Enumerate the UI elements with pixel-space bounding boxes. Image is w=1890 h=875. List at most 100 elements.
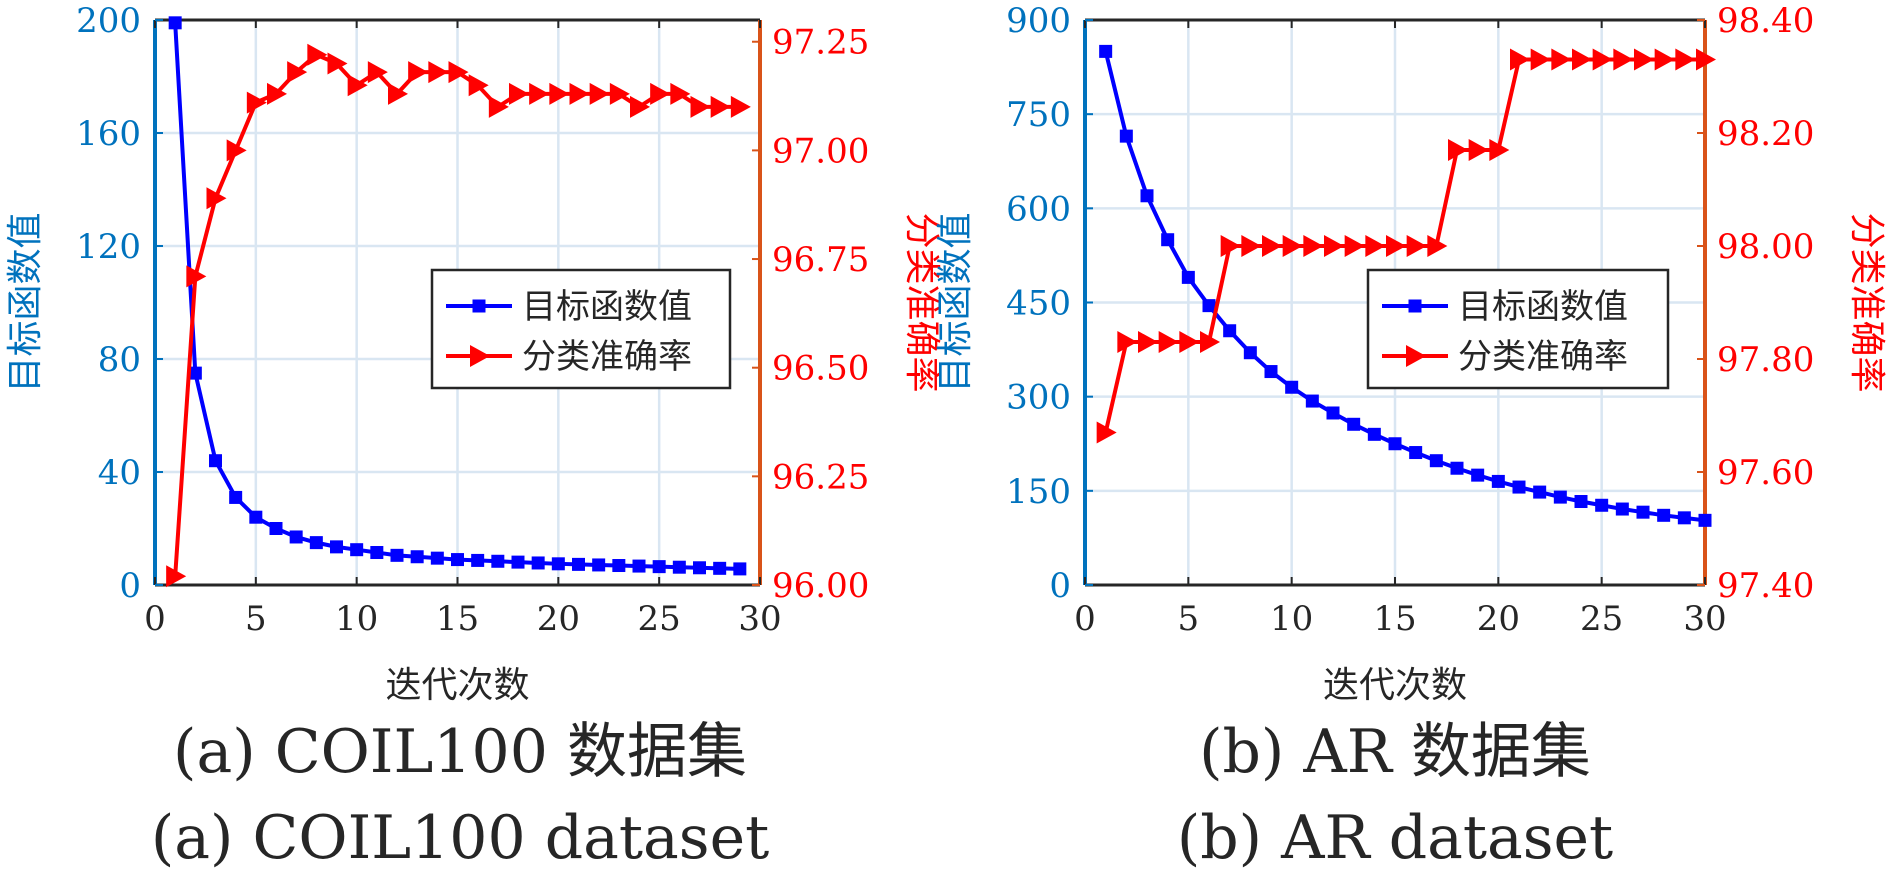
data-point-accuracy <box>408 61 429 84</box>
data-point-objective <box>652 560 666 574</box>
data-point-accuracy <box>1158 331 1179 354</box>
legend-box <box>430 268 732 390</box>
data-point-accuracy <box>1468 138 1489 161</box>
data-point-objective <box>330 540 343 554</box>
x-tick-label: 20 <box>1477 599 1520 639</box>
data-point-accuracy <box>1530 48 1551 71</box>
data-point-objective <box>1264 365 1278 379</box>
legend-label: 目标函数值 <box>522 287 692 327</box>
data-point-accuracy <box>1448 138 1468 161</box>
legend-marker-triangle <box>1406 345 1426 367</box>
data-point-objective <box>209 454 222 468</box>
x-tick-label: 20 <box>537 599 580 639</box>
data-point-objective <box>1181 270 1195 284</box>
y-left-tick-label: 300 <box>1006 378 1071 418</box>
data-point-objective <box>592 558 606 572</box>
data-point-accuracy <box>1117 331 1138 354</box>
data-point-objective <box>1099 44 1113 58</box>
data-point-objective <box>1533 485 1547 499</box>
y-right-tick-label: 97.40 <box>1717 566 1814 606</box>
data-point-accuracy <box>589 82 610 105</box>
y-left-tick-label: 150 <box>1006 472 1071 512</box>
data-point-objective <box>1243 346 1257 360</box>
data-point-accuracy <box>1200 331 1220 354</box>
data-point-objective <box>733 562 747 576</box>
y-right-tick-label: 97.25 <box>772 23 869 63</box>
data-point-accuracy <box>1386 235 1406 257</box>
data-point-objective <box>249 510 263 524</box>
data-point-accuracy <box>307 43 328 66</box>
x-tick-label: 10 <box>335 599 378 639</box>
x-tick-label: 0 <box>1074 599 1096 639</box>
data-point-accuracy <box>1489 138 1510 161</box>
data-point-accuracy <box>1220 235 1241 257</box>
data-point-accuracy <box>226 139 247 162</box>
y-left-tick-label: 160 <box>76 114 141 154</box>
data-point-objective <box>1553 490 1567 504</box>
data-point-objective <box>511 555 525 569</box>
y-left-tick-label: 0 <box>1049 566 1071 606</box>
y-right-tick-label: 97.80 <box>1717 340 1814 380</box>
data-point-objective <box>390 548 404 562</box>
data-point-accuracy <box>1138 331 1158 354</box>
data-point-accuracy <box>1179 331 1200 354</box>
data-point-accuracy <box>1551 48 1572 71</box>
x-tick-label: 0 <box>144 599 166 639</box>
data-point-objective <box>1698 513 1712 527</box>
data-point-objective <box>309 536 323 550</box>
data-point-accuracy <box>267 82 287 105</box>
data-point-accuracy <box>1096 421 1117 444</box>
data-point-objective <box>350 543 364 557</box>
y-right-tick-label: 98.20 <box>1717 114 1814 154</box>
y-right-tick-label: 96.75 <box>772 240 869 280</box>
data-point-accuracy <box>569 82 590 105</box>
data-point-accuracy <box>529 82 550 105</box>
data-point-accuracy <box>1510 48 1530 71</box>
data-point-accuracy <box>1303 235 1324 257</box>
x-tick-label: 25 <box>1580 599 1623 639</box>
data-point-accuracy <box>287 61 308 84</box>
x-tick-label: 15 <box>1373 599 1416 639</box>
y-left-tick-label: 750 <box>1006 95 1071 135</box>
y-left-axis-label: 目标函数值 <box>5 212 46 392</box>
data-point-objective <box>1491 474 1505 488</box>
data-point-accuracy <box>186 265 207 288</box>
data-point-objective <box>1409 446 1423 460</box>
data-point-accuracy <box>730 95 751 118</box>
data-point-objective <box>1574 495 1588 509</box>
legend-label: 分类准确率 <box>522 337 692 377</box>
y-right-axis-label: 分类准确率 <box>1846 212 1887 392</box>
y-right-tick-label: 96.00 <box>772 566 869 606</box>
legend-marker-square <box>472 299 486 313</box>
data-point-accuracy <box>488 95 509 118</box>
legend-label: 分类准确率 <box>1458 337 1628 377</box>
x-axis-label: 迭代次数 <box>1323 665 1467 706</box>
data-point-objective <box>1471 468 1485 482</box>
data-point-objective <box>1450 461 1464 475</box>
data-point-accuracy <box>246 91 267 114</box>
data-point-objective <box>1223 324 1237 338</box>
data-point-accuracy <box>206 187 227 210</box>
data-point-objective <box>1657 508 1671 522</box>
data-point-objective <box>1595 498 1609 512</box>
x-tick-label: 10 <box>1270 599 1313 639</box>
data-point-objective <box>370 546 384 560</box>
legend-label: 目标函数值 <box>1458 287 1628 327</box>
data-point-objective <box>229 490 243 504</box>
data-point-accuracy <box>1613 48 1634 71</box>
data-point-objective <box>551 557 565 571</box>
legend-box <box>1366 268 1670 390</box>
y-left-tick-label: 900 <box>1006 1 1071 41</box>
data-point-accuracy <box>1654 48 1675 71</box>
x-tick-label: 25 <box>638 599 681 639</box>
caption-en: (b) AR dataset <box>1177 803 1613 873</box>
data-point-objective <box>1347 417 1361 431</box>
data-point-accuracy <box>1324 235 1344 257</box>
legend-marker-triangle <box>470 345 490 367</box>
y-right-tick-label: 96.25 <box>772 457 869 497</box>
data-point-objective <box>1305 394 1319 408</box>
chart-b: 0 5 10 15 20 25 30015030045060075090097.4097.6… <box>935 1 1887 873</box>
x-axis-label: 迭代次数 <box>385 665 529 706</box>
caption-cn: (a) COIL100 数据集 <box>173 717 747 787</box>
data-point-objective <box>471 553 485 567</box>
